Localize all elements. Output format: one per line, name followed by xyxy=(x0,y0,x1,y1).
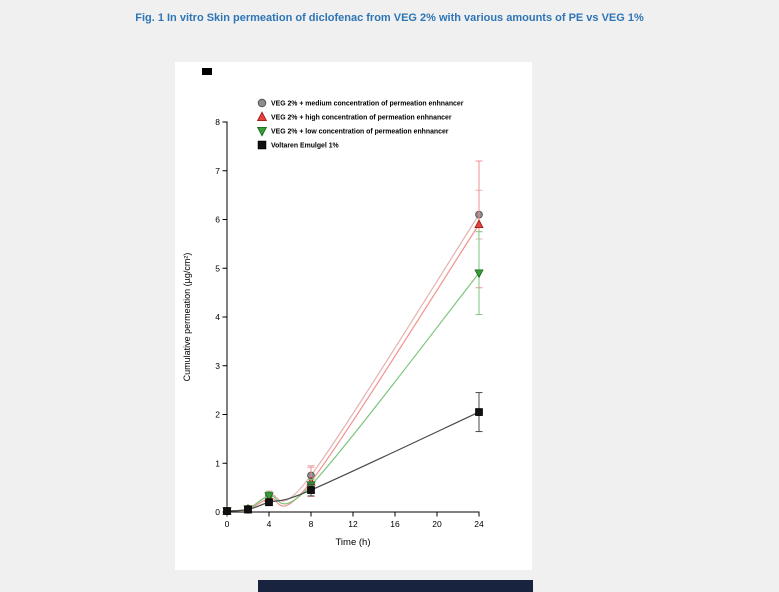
x-axis-label: Time (h) xyxy=(335,537,370,548)
legend: VEG 2% + medium concentration of permeat… xyxy=(256,98,464,150)
y-tick-label: 7 xyxy=(215,166,220,176)
legend-label: VEG 2% + medium concentration of permeat… xyxy=(271,101,464,108)
chart-panel: 0 4 8 12 16 20 24 0 1 2 3 4 5 6 7 8 Time (h) Cumulative p… xyxy=(175,62,532,570)
series-veg2-medium-pe xyxy=(223,189,483,515)
legend-label: VEG 2% + low concentration of permeation… xyxy=(271,129,449,136)
series-veg2-low-pe xyxy=(222,231,484,517)
y-tick-label: 2 xyxy=(215,410,220,420)
y-axis-label: Cumulative permeation (µg/cm²) xyxy=(182,253,192,382)
legend-label: Voltaren Emulgel 1% xyxy=(271,143,339,150)
x-tick-label: 24 xyxy=(474,519,484,529)
x-tick-label: 12 xyxy=(348,519,358,529)
axes xyxy=(222,121,480,517)
y-tick-label: 6 xyxy=(215,215,220,225)
figure-caption: Fig. 1 In vitro Skin permeation of diclo… xyxy=(135,12,644,24)
series-veg2-high-pe xyxy=(222,160,484,515)
footer-bar xyxy=(258,580,533,592)
y-tick-label: 4 xyxy=(215,312,220,322)
y-tick-label: 8 xyxy=(215,117,220,127)
y-tick-label: 3 xyxy=(215,361,220,371)
y-tick-label: 0 xyxy=(215,507,220,517)
x-tick-label: 20 xyxy=(432,519,442,529)
series-voltaren-emulgel xyxy=(223,392,483,515)
stray-mark xyxy=(202,68,212,75)
x-tick-label: 16 xyxy=(390,519,400,529)
y-tick-label: 1 xyxy=(215,458,220,468)
x-tick-label: 8 xyxy=(309,519,314,529)
legend-label: VEG 2% + high concentration of permeatio… xyxy=(271,115,452,122)
x-tick-label: 0 xyxy=(225,519,230,529)
y-tick-label: 5 xyxy=(215,263,220,273)
x-tick-label: 4 xyxy=(267,519,272,529)
